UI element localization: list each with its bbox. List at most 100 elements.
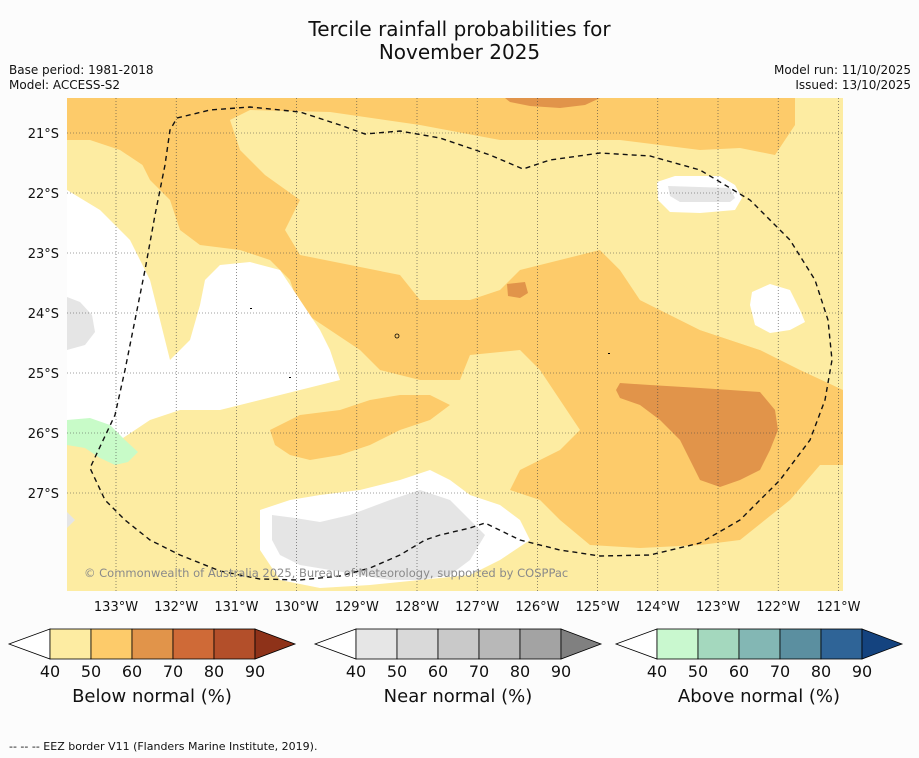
colorbar-tick-label: 40: [40, 662, 60, 681]
colorbar-segment: [697, 628, 740, 660]
colorbar-tick-label: 50: [688, 662, 708, 681]
colorbar-segment: [396, 628, 439, 660]
near-normal-west-patch: [67, 297, 95, 350]
white-west-region: [67, 190, 340, 440]
lat-tick-label: 21°S: [28, 127, 59, 142]
colorbar-over-arrow: [254, 628, 297, 660]
marker-dot-2: [608, 353, 610, 354]
copyright-text: © Commonwealth of Australia 2025, Bureau…: [84, 566, 568, 580]
near-normal-small-patch: [67, 512, 75, 528]
issued-date: Issued: 13/10/2025: [795, 78, 911, 92]
below-40-inner-strip: [300, 150, 790, 350]
marker-dot-3: [289, 377, 291, 378]
colorbar-tick-label: 80: [510, 662, 530, 681]
colorbar-tick-label: 70: [469, 662, 489, 681]
colorbar-tick-label: 90: [551, 662, 571, 681]
lon-tick-label: 130°W: [275, 600, 319, 615]
marker-dot-1: [250, 308, 252, 309]
colorbar-2: 40 50 60 70 80 90: [614, 628, 904, 681]
meta-left: Base period: 1981-2018 Model: ACCESS-S2: [9, 63, 154, 93]
lon-tick-label: 127°W: [455, 600, 499, 615]
colorbar-tick-label: 70: [163, 662, 183, 681]
eez-footer-note: -- -- -- EEZ border V11 (Flanders Marine…: [9, 740, 318, 753]
colorbar-0: 40 50 60 70 80 90: [7, 628, 297, 681]
colorbar-tick-label: 60: [729, 662, 749, 681]
colorbar-segment: [478, 628, 521, 660]
below-60-east-patch: [616, 383, 778, 487]
colorbar-under-arrow: [7, 628, 51, 660]
near-normal-south-patch: [272, 490, 485, 580]
lon-tick-label: 129°W: [335, 600, 379, 615]
lat-tick-label: 25°S: [28, 367, 59, 382]
above-40-west-patch: [67, 418, 138, 465]
colorbar-segment: [656, 628, 699, 660]
marker-circle: [394, 333, 400, 339]
colorbar-tick-label: 40: [647, 662, 667, 681]
lon-tick-label: 121°W: [816, 600, 860, 615]
near-normal-northeast-patch: [668, 186, 735, 202]
lon-tick-label: 126°W: [515, 600, 559, 615]
colorbar-label-near: Near normal (%): [383, 686, 533, 707]
lat-tick-label: 26°S: [28, 427, 59, 442]
colorbar-tick-label: 60: [428, 662, 448, 681]
colorbar-segment: [131, 628, 174, 660]
colorbar-under-arrow: [614, 628, 658, 660]
colorbar-segment: [519, 628, 562, 660]
colorbar-tick-label: 40: [346, 662, 366, 681]
lat-tick-label: 23°S: [28, 247, 59, 262]
below-50-mid-patch: [270, 395, 450, 460]
colorbar-tick-label: 90: [245, 662, 265, 681]
small-markers: [250, 308, 610, 378]
lon-tick-label: 124°W: [636, 600, 680, 615]
colorbar-segment: [90, 628, 133, 660]
longitude-labels: 133°W 132°W 131°W 130°W 129°W 128°W 127°W 126°W…: [94, 600, 861, 615]
colorbar-label-below: Below normal (%): [72, 686, 232, 707]
probability-field: [67, 98, 843, 591]
colorbar-over-arrow: [560, 628, 603, 660]
lat-tick-label: 27°S: [28, 487, 59, 502]
lon-tick-label: 125°W: [576, 600, 620, 615]
eez-border: [89, 106, 833, 581]
colorbar-tick-label: 50: [387, 662, 407, 681]
below-50-left-patch: [67, 98, 200, 190]
colorbar-over-arrow: [861, 628, 904, 660]
colorbar-segment: [779, 628, 822, 660]
latitude-labels: 21°S 22°S 23°S 24°S 25°S 26°S 27°S: [28, 127, 59, 502]
colorbar-segment: [437, 628, 480, 660]
colorbar-segment: [820, 628, 863, 660]
colorbar-tick-label: 90: [852, 662, 872, 681]
colorbar-segment: [172, 628, 215, 660]
colorbar-tick-label: 70: [770, 662, 790, 681]
colorbar-segment: [213, 628, 256, 660]
colorbar-tick-label: 80: [811, 662, 831, 681]
below-60-north-patch: [505, 98, 600, 108]
lat-tick-label: 24°S: [28, 307, 59, 322]
colorbar-tick-label: 60: [122, 662, 142, 681]
lon-tick-label: 131°W: [214, 600, 258, 615]
colorbar-segment: [49, 628, 92, 660]
meta-right: Model run: 11/10/2025 Issued: 13/10/2025: [774, 63, 911, 93]
colorbar-tick-label: 80: [204, 662, 224, 681]
colorbar-segment: [738, 628, 781, 660]
model-name: Model: ACCESS-S2: [9, 78, 121, 92]
lon-tick-label: 123°W: [696, 600, 740, 615]
lon-tick-label: 133°W: [94, 600, 138, 615]
lon-tick-label: 122°W: [756, 600, 800, 615]
model-run: Model run: 11/10/2025: [773, 63, 911, 77]
lon-tick-label: 132°W: [154, 600, 198, 615]
map-title: Tercile rainfall probabilities for Novem…: [0, 18, 919, 64]
title-line-2: November 2025: [378, 40, 541, 64]
below-50-top-band: [67, 98, 843, 548]
below-60-small-patch: [507, 282, 528, 298]
colorbar-tick-label: 50: [81, 662, 101, 681]
base-period: Base period: 1981-2018: [9, 63, 154, 77]
colorbar-1: 40 50 60 70 80 90: [313, 628, 603, 681]
colorbar-segment: [355, 628, 398, 660]
lat-tick-label: 22°S: [28, 187, 59, 202]
graticule: [67, 98, 843, 591]
title-line-1: Tercile rainfall probabilities for: [308, 17, 611, 41]
lon-tick-label: 128°W: [395, 600, 439, 615]
colorbars: 40 50 60 70 80 90 40 50 60 70 80 90 40 50 60 70 80 90: [7, 628, 904, 681]
colorbar-under-arrow: [313, 628, 357, 660]
